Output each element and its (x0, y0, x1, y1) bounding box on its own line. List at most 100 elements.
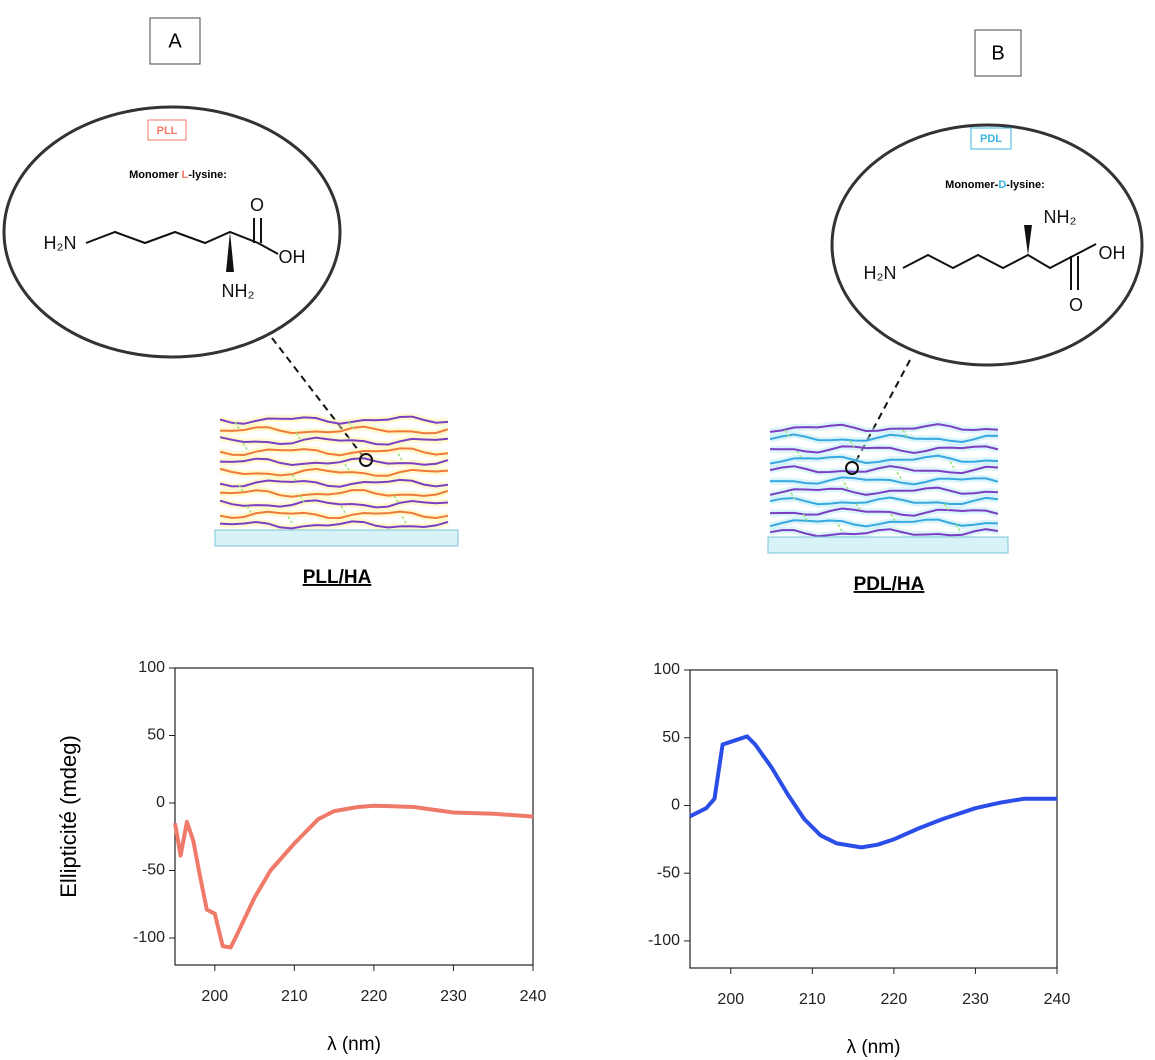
x-tick-label: 220 (881, 991, 908, 1008)
crosslink (855, 503, 861, 511)
atom: O (1069, 295, 1083, 315)
polymer-chain (219, 499, 449, 509)
crosslink (340, 505, 346, 513)
crosslink (295, 432, 301, 440)
atom: H₂N (44, 233, 77, 253)
label-box (149, 17, 201, 65)
polymer-chain (219, 457, 449, 467)
bond (902, 253, 1076, 270)
x-tick-label: 210 (281, 988, 308, 1005)
y-tick-label: 50 (662, 729, 680, 746)
zoom-point (359, 453, 373, 467)
panel-label: A (168, 30, 182, 52)
y-tick-label: -50 (142, 862, 165, 879)
atom: H₂N (864, 263, 897, 283)
crosslink (837, 524, 843, 532)
crosslink (796, 450, 802, 458)
crosslink (238, 484, 244, 492)
x-tick-label: 230 (440, 988, 467, 1005)
crosslink (401, 516, 407, 524)
wedge-bond (226, 232, 234, 272)
monomer-chirality: L (182, 169, 189, 181)
polymer-tag: PDL (980, 133, 1002, 145)
plot-frame (174, 667, 534, 966)
crosslink (234, 421, 240, 429)
crosslink (397, 453, 403, 461)
crosslink (291, 474, 297, 482)
monomer-text: -lysine: (188, 169, 227, 181)
polymer-chain (219, 436, 449, 446)
film (769, 420, 999, 540)
film (219, 413, 450, 532)
polymer-chain (769, 486, 999, 496)
x-tick-label: 210 (799, 991, 826, 1008)
polymer-chain (769, 507, 999, 517)
polymer-tag: PLL (157, 125, 178, 137)
polymer-chain (219, 467, 449, 477)
wedge-bond (1024, 225, 1032, 255)
crosslink (802, 513, 808, 521)
x-tick-label: 220 (361, 988, 388, 1005)
crosslink (790, 492, 796, 500)
y-tick-label: -100 (133, 929, 165, 946)
atom: NH₂ (1044, 207, 1077, 227)
y-tick-label: -100 (648, 932, 680, 949)
x-tick-label: 200 (201, 988, 228, 1005)
atom: OH (279, 247, 306, 267)
monomer-text: -lysine: (1006, 179, 1045, 191)
polymer-chain (219, 425, 449, 435)
polymer-chain (769, 528, 999, 538)
polymer-chain (219, 510, 449, 520)
x-tick-label: 240 (1044, 991, 1071, 1008)
polymer-chain (769, 454, 999, 465)
zoom-point (845, 461, 859, 475)
polymer-chain (219, 478, 449, 488)
polymer-chain (769, 433, 999, 444)
y-tick-label: 100 (653, 661, 680, 678)
monomer-chirality: D (998, 179, 1006, 191)
atom: O (250, 195, 264, 215)
zoom-circle (830, 123, 1144, 367)
crosslink (348, 421, 354, 429)
polymer-chain (769, 423, 999, 433)
y-tick-label: 50 (147, 727, 165, 744)
x-axis-title: λ (nm) (847, 1037, 901, 1058)
x-tick-label: 240 (520, 988, 547, 1005)
polymer-chain (769, 445, 999, 455)
polymer-chain (219, 489, 449, 498)
monomer-text: Monomer (129, 169, 179, 181)
crosslink (843, 482, 849, 490)
polymer-chain (219, 520, 449, 530)
film-caption: PDL/HA (854, 574, 925, 595)
polymer-chain (219, 415, 449, 425)
crosslink (784, 429, 790, 437)
crosslink (344, 463, 350, 471)
substrate (214, 529, 459, 547)
crosslink (902, 429, 908, 437)
x-axis-title: λ (nm) (327, 1034, 381, 1055)
data-line (173, 803, 534, 950)
polymer-chain (769, 518, 999, 528)
polymer-chain (769, 465, 999, 475)
polymer-chain (769, 496, 999, 506)
y-axis-title: Ellipticité (mdeg) (56, 735, 81, 898)
crosslink (299, 495, 305, 503)
y-tick-label: -50 (657, 864, 680, 881)
atom: NH₂ (222, 281, 255, 301)
crosslink (890, 513, 896, 521)
zoom-circle (2, 105, 342, 359)
x-tick-label: 230 (962, 991, 989, 1008)
crosslink (242, 442, 248, 450)
monomer-label: Monomer-D-lysine: (945, 179, 1045, 191)
crosslink (955, 524, 961, 532)
polymer-chain (219, 447, 449, 457)
plot-frame (689, 669, 1058, 969)
bond (1074, 243, 1097, 256)
crosslink (246, 505, 252, 513)
y-tick-label: 100 (138, 659, 165, 676)
crosslink (849, 440, 855, 448)
atom: OH (1099, 243, 1126, 263)
tag-box (147, 119, 187, 141)
crosslink (949, 461, 955, 469)
